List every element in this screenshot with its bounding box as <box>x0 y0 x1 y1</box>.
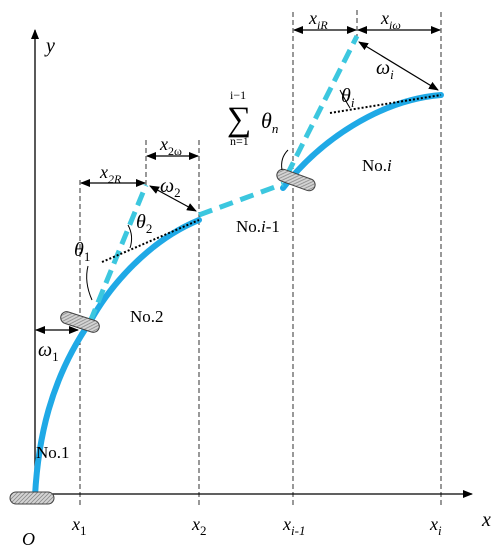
y-axis-label: y <box>44 35 55 57</box>
x-axis-label: x <box>481 509 491 531</box>
segment-i-label: No.i <box>362 156 392 175</box>
segment-1-label: No.1 <box>36 443 70 462</box>
x2w-label: x2ω <box>159 134 182 158</box>
sum-theta: θn <box>261 108 278 136</box>
theta2-arc <box>127 224 133 249</box>
tangent-2 <box>101 219 200 263</box>
thetai-arc <box>339 89 351 109</box>
dashed-link-i <box>284 34 360 177</box>
dashed-link-between <box>198 181 284 218</box>
omegai-label: ωi <box>376 57 394 82</box>
sum-theta-formula: i−1 ∑ n=1 θn <box>227 88 278 148</box>
omega2-arrow <box>149 185 197 212</box>
segment-1-curve <box>32 319 93 499</box>
sum-theta-arc <box>281 149 289 171</box>
theta1-label: θ1 <box>74 239 90 264</box>
sum-sign: ∑ <box>227 101 251 138</box>
xiw-label: xiω <box>380 8 401 32</box>
segment-i-curve <box>280 92 444 191</box>
omega2-label: ω2 <box>160 175 181 200</box>
tick-x2: x2 <box>191 514 207 538</box>
x2R-label: x2R <box>99 162 122 186</box>
dashed-link-1 <box>87 184 149 323</box>
omega1-label: ω1 <box>38 339 59 364</box>
tick-xi: xi <box>429 514 442 538</box>
tick-xim1: xi-1 <box>282 514 305 538</box>
clamp-base <box>9 491 55 505</box>
theta1-arc <box>86 265 93 301</box>
thetai-label: θi <box>341 85 355 110</box>
xiR-label: xiR <box>308 8 328 32</box>
origin-label: O <box>22 529 35 549</box>
sum-upper: i−1 <box>230 88 246 102</box>
theta2-label: θ2 <box>136 211 152 236</box>
sum-lower: n=1 <box>230 134 249 148</box>
segment-2-label: No.2 <box>130 307 164 326</box>
segment-im1-label: No.i-1 <box>236 217 280 236</box>
segment-2-curve <box>87 217 202 325</box>
omegai-arrow <box>358 41 439 91</box>
tangent-i <box>329 94 442 114</box>
clamp-joint-i <box>276 168 316 192</box>
tick-x1: x1 <box>71 514 87 538</box>
